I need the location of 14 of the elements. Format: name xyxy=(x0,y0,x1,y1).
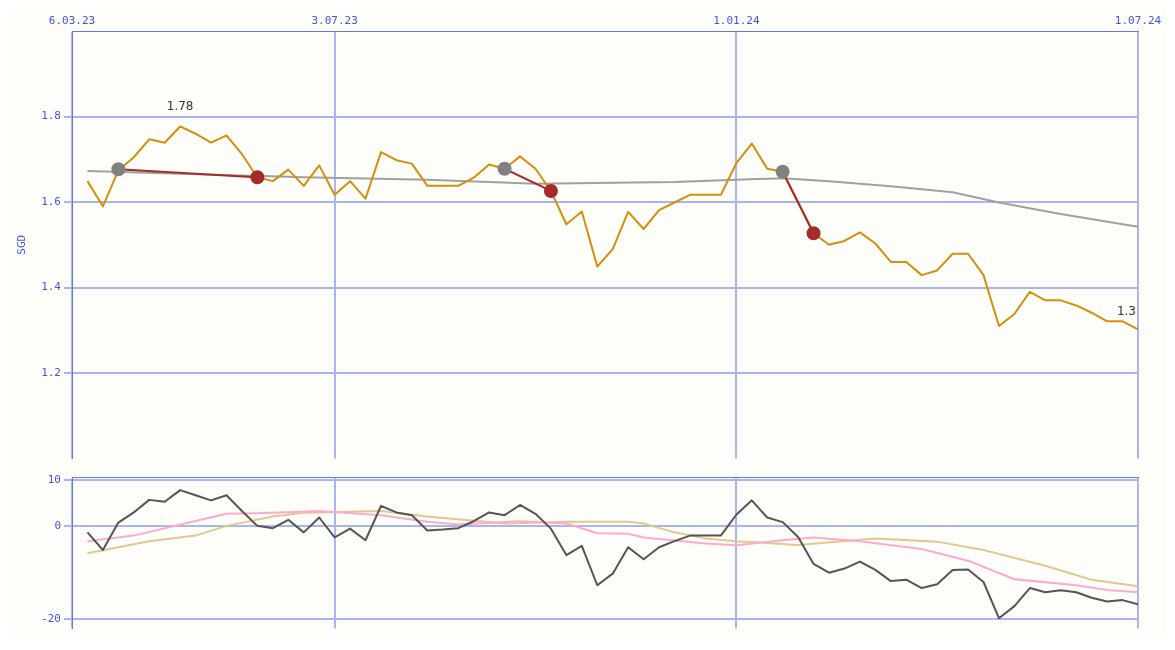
y-tick-label: 1.8 xyxy=(41,109,61,123)
y-tick-label: 1.4 xyxy=(41,280,62,294)
y-tick-label: 1.6 xyxy=(41,194,61,208)
annotation: 1.78 xyxy=(166,99,194,114)
x-tick-label: 1.01.24 xyxy=(713,14,760,28)
x-tick-label: 6.03.23 xyxy=(48,14,96,28)
y-tick-label: -20 xyxy=(41,611,61,625)
y-axis-title: SGD xyxy=(15,234,29,255)
x-tick-label: 1.07.24 xyxy=(1114,14,1162,28)
x-tick-label: 3.07.23 xyxy=(311,14,358,28)
y-tick-label: 10 xyxy=(47,472,61,486)
y-tick-label: 1.2 xyxy=(41,365,61,379)
annotation: 1.3 xyxy=(1116,304,1137,319)
y-tick-label: 0 xyxy=(54,519,61,533)
